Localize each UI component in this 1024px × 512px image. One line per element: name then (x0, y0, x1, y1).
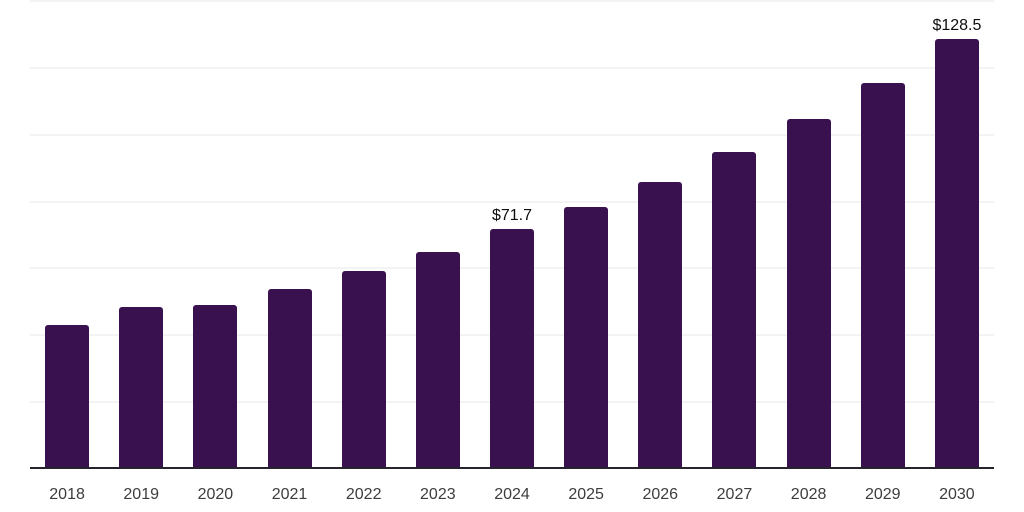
bar-value-label-2030: $128.5 (932, 17, 982, 35)
x-tick-2019: 2019 (123, 486, 159, 503)
x-tick-2018: 2018 (49, 486, 85, 503)
bar-2030 (934, 39, 979, 469)
x-tick-2023: 2023 (420, 486, 456, 503)
bar-2028 (786, 119, 831, 469)
bar-2029 (860, 82, 905, 469)
x-tick-2024: 2024 (494, 486, 530, 503)
bar-2019 (119, 306, 164, 469)
x-tick-2027: 2027 (716, 486, 753, 503)
bar-2024 (490, 229, 534, 469)
gridline-100 (30, 133, 994, 136)
bar-2018 (45, 324, 90, 469)
bar-value-label-2024: $71.7 (491, 207, 533, 225)
bar-2022 (341, 270, 386, 469)
x-tick-2026: 2026 (642, 486, 679, 503)
bar-2026 (638, 181, 683, 469)
x-tick-2025: 2025 (568, 486, 604, 503)
bar-2021 (267, 289, 312, 469)
x-axis-line (30, 467, 994, 469)
x-tick-2028: 2028 (790, 486, 827, 503)
bar-2025 (564, 206, 609, 469)
x-tick-2022: 2022 (345, 486, 382, 503)
gridline-80 (30, 200, 994, 203)
bar-2020 (193, 304, 238, 469)
x-tick-2030: 2030 (939, 486, 975, 503)
gridline-120 (30, 66, 994, 69)
x-tick-2021: 2021 (271, 486, 308, 503)
gridline-140 (30, 0, 994, 2)
bar-2027 (712, 151, 757, 469)
x-tick-2029: 2029 (864, 486, 901, 503)
bar-2023 (415, 251, 460, 469)
x-tick-2020: 2020 (197, 486, 234, 503)
